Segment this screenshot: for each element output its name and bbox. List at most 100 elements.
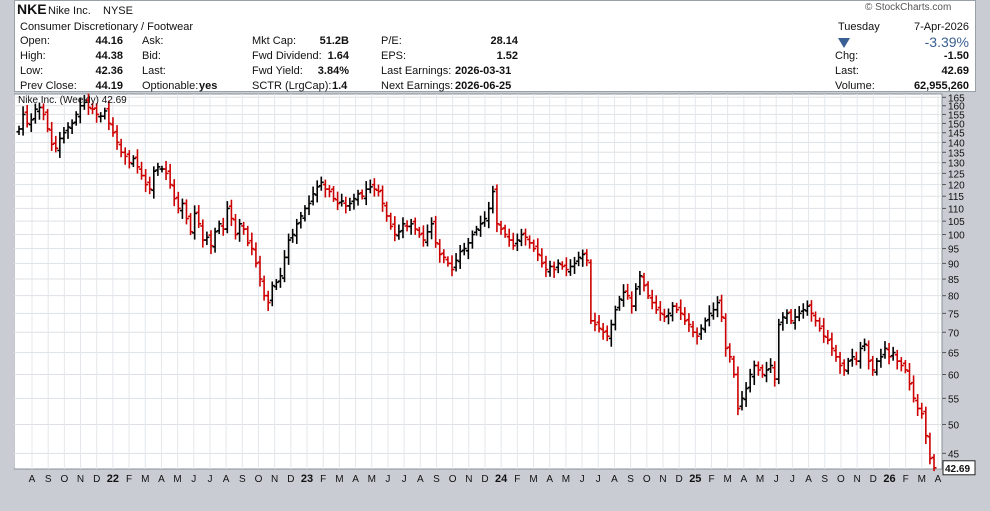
chg-label: Chg:: [835, 50, 859, 62]
x-tick-label: D: [870, 474, 877, 485]
y-tick-label: 130: [948, 159, 965, 170]
ohlc-bar: [490, 185, 496, 214]
y-tick-label: 85: [948, 275, 960, 286]
x-tick-label: J: [790, 474, 795, 485]
x-tick-label: 25: [689, 473, 701, 485]
ohlc-bar: [715, 296, 721, 318]
ohlc-bar: [457, 244, 463, 269]
x-tick-label: A: [29, 474, 36, 485]
x-tick-label: M: [724, 474, 732, 485]
ohlc-bar: [825, 330, 831, 345]
ohlc-bar: [114, 125, 120, 150]
open-label: Open:: [20, 35, 50, 47]
ohlc-bar: [461, 242, 467, 256]
ohlc-bar: [678, 299, 684, 321]
ohlc-bar: [866, 340, 872, 370]
ohlc-bar: [625, 283, 631, 300]
x-tick-label: D: [93, 474, 100, 485]
ohlc-bar: [290, 228, 296, 243]
ohlc-bar: [41, 103, 47, 121]
ohlc-bar: [134, 149, 140, 174]
ohlc-bar: [596, 315, 602, 333]
ohlc-bar: [171, 179, 177, 207]
x-tick-label: D: [287, 474, 294, 485]
x-tick-label: N: [659, 474, 666, 485]
ohlc-bar: [269, 281, 275, 307]
x-tick-label: M: [368, 474, 376, 485]
ohlc-bar: [224, 201, 230, 234]
fwd-dividend-value: 1.64: [327, 50, 349, 62]
high-label: High:: [20, 50, 46, 62]
quote-day: Tuesday: [838, 21, 880, 33]
sctr-label: SCTR (LrgCap):: [252, 80, 332, 92]
ohlc-bar: [719, 294, 725, 323]
x-tick-label: O: [255, 474, 263, 485]
ohlc-bar: [469, 230, 475, 249]
x-tick-label: J: [580, 474, 585, 485]
ohlc-bar: [94, 103, 100, 123]
ohlc-bar: [702, 317, 708, 333]
ohlc-bar: [359, 189, 365, 200]
ohlc-bar: [245, 225, 251, 247]
ohlc-bar: [817, 317, 823, 332]
symbol[interactable]: NKE: [17, 1, 47, 17]
ohlc-bar: [380, 185, 386, 212]
ohlc-bar: [502, 224, 508, 238]
x-tick-label: J: [596, 474, 601, 485]
ohlc-bar: [531, 239, 537, 252]
fwd-dividend-label: Fwd Dividend:: [252, 50, 322, 62]
ohlc-bar: [130, 155, 136, 168]
ohlc-bar: [110, 117, 116, 137]
y-tick-label: 155: [948, 110, 965, 121]
sctr-value: 1.4: [332, 80, 348, 92]
ohlc-bar: [375, 184, 381, 197]
ohlc-bar: [780, 312, 786, 331]
last-earnings-value: 2026-03-31: [455, 65, 512, 77]
ohlc-bar: [555, 259, 561, 274]
ohlc-bar: [559, 261, 565, 270]
x-tick-label: M: [529, 474, 537, 485]
y-tick-label: 65: [948, 349, 960, 360]
ohlc-bar: [81, 95, 87, 110]
y-tick-label: 50: [948, 420, 960, 431]
ohlc-bar: [212, 227, 218, 253]
ohlc-bar: [355, 189, 361, 206]
ohlc-bar: [927, 432, 933, 465]
ohlc-bar: [510, 232, 516, 250]
x-tick-label: M: [335, 474, 343, 485]
ohlc-bar: [85, 93, 91, 115]
y-tick-label: 60: [948, 371, 960, 382]
fwd-yield-value: 3.84%: [317, 65, 349, 77]
ohlc-bar: [53, 135, 59, 153]
watermark: © StockCharts.com: [865, 2, 952, 13]
ohlc-bar: [314, 180, 320, 203]
ohlc-bar: [412, 217, 418, 235]
ohlc-bar: [253, 242, 259, 268]
ohlc-bar: [572, 256, 578, 274]
ohlc-bar: [857, 341, 863, 369]
ohlc-bar: [788, 308, 794, 325]
x-tick-label: S: [821, 474, 828, 485]
volume-value: 62,955,260: [913, 80, 969, 92]
ohlc-bar: [167, 163, 173, 189]
ohlc-bar: [331, 186, 337, 202]
price-chart[interactable]: 45 50 55 60 65 70 75 80 85 90 95 100 105 110 115 120 125…: [13, 92, 976, 496]
ohlc-bar: [898, 357, 904, 372]
x-tick-label: A: [417, 474, 424, 485]
ohlc-bar: [151, 166, 157, 199]
ohlc-bar: [645, 281, 651, 299]
ohlc-bar: [911, 375, 917, 403]
ohlc-bar: [416, 226, 422, 238]
chg-value: -1.50: [943, 50, 969, 62]
ohlc-bar: [682, 307, 688, 325]
last-price-label: Last:: [835, 65, 859, 77]
fwd-yield-label: Fwd Yield:: [252, 65, 303, 77]
bid-label: Bid:: [142, 50, 161, 62]
y-tick-label: 120: [948, 181, 965, 192]
ohlc-bar: [449, 255, 455, 277]
ohlc-bar: [580, 249, 586, 267]
ohlc-bar: [65, 122, 71, 139]
eps-label: EPS:: [381, 50, 407, 62]
x-tick-label: S: [239, 474, 246, 485]
ohlc-bar: [367, 179, 373, 194]
